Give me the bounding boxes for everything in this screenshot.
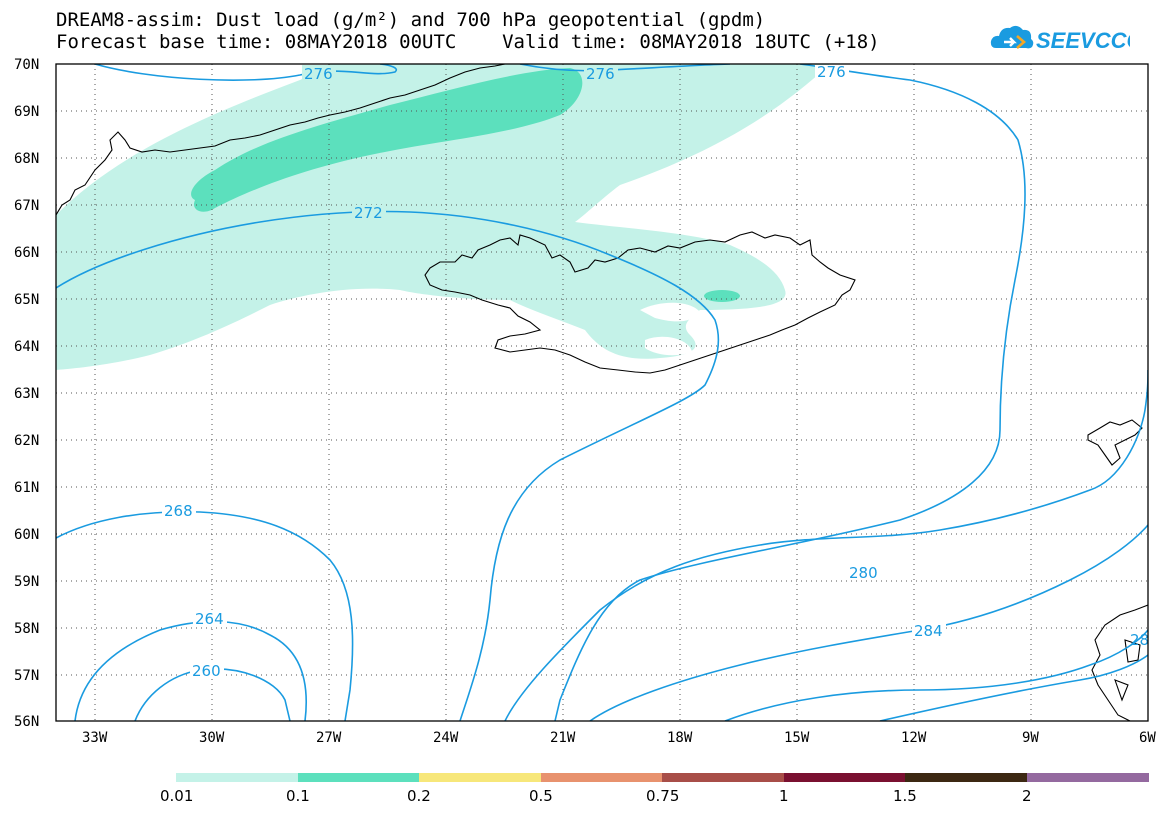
map-frame: [55, 63, 1149, 722]
contour-284: [589, 524, 1148, 721]
lat-label-61n: 61N: [14, 480, 39, 496]
lat-label-64n: 64N: [14, 339, 39, 355]
contour-288b: [879, 654, 1148, 721]
colorbar-swatch-7: [905, 773, 1027, 782]
colorbar: 0.01 0.1 0.2 0.5 0.75 1 1.5 2: [160, 773, 1149, 805]
iceland-coastline: [424, 231, 856, 374]
lat-label-65n: 65N: [14, 292, 39, 308]
contour-label-group: 276 276 276 272 268 264 260 280 284 28: [162, 63, 1149, 680]
scotland-coastline: [1091, 604, 1148, 721]
contour-label-276c: 276: [817, 63, 846, 81]
lon-label-21w: 21W: [550, 730, 576, 746]
lon-label-15w: 15W: [784, 730, 810, 746]
contour-288: [724, 629, 1148, 721]
colorbar-swatch-3: [419, 773, 541, 782]
colorbar-label-1: 1: [779, 787, 789, 805]
logo-text: SEEVCCC: [1036, 28, 1130, 53]
colorbar-label-05: 0.5: [529, 787, 553, 805]
contour-280: [504, 369, 1148, 721]
faroe-coastline: [1087, 419, 1143, 466]
lat-label-63n: 63N: [14, 386, 39, 402]
colorbar-label-02: 0.2: [407, 787, 431, 805]
lat-label-58n: 58N: [14, 621, 39, 637]
contour-label-280: 280: [849, 564, 878, 582]
dust-shading: [56, 64, 830, 370]
contour-label-276b: 276: [586, 65, 615, 83]
colorbar-swatch-5: [662, 773, 784, 782]
contour-276-right: [554, 64, 1026, 721]
lat-label-62n: 62N: [14, 433, 39, 449]
lon-label-30w: 30W: [199, 730, 225, 746]
lon-label-27w: 27W: [316, 730, 342, 746]
lat-label-56n: 56N: [14, 714, 39, 730]
colorbar-swatch-4: [541, 773, 662, 782]
contour-label-276a: 276: [304, 65, 333, 83]
lon-label-33w: 33W: [82, 730, 108, 746]
contour-label-268: 268: [164, 502, 193, 520]
lat-label-66n: 66N: [14, 245, 39, 261]
dust-area-01-03: [704, 290, 740, 302]
geopotential-contours: [56, 64, 1148, 721]
colorbar-swatch-8: [1027, 773, 1149, 782]
colorbar-label-15: 1.5: [893, 787, 917, 805]
contour-label-284: 284: [914, 622, 943, 640]
contour-272: [56, 210, 720, 721]
lon-label-24w: 24W: [433, 730, 459, 746]
colorbar-label-2: 2: [1022, 787, 1032, 805]
title-line-1: DREAM8-assim: Dust load (g/m²) and 700 h…: [56, 9, 766, 31]
colorbar-swatch-6: [784, 773, 905, 782]
colorbar-swatch-1: [176, 773, 298, 782]
lat-label-57n: 57N: [14, 668, 39, 684]
dust-area-001-01: [56, 64, 830, 370]
cloud-logo-icon: [990, 25, 1034, 49]
colorbar-label-001: 0.01: [160, 787, 193, 805]
seevccc-logo: SEEVCCC: [990, 25, 1130, 53]
contour-268: [56, 510, 354, 721]
contour-label-260: 260: [192, 662, 221, 680]
lat-label-69n: 69N: [14, 104, 39, 120]
contour-label-28: 28: [1130, 631, 1149, 649]
lon-label-6w: 6W: [1139, 730, 1156, 746]
latitude-axis: 70N 69N 68N 67N 66N 65N 64N 63N 62N 61N …: [14, 57, 39, 730]
lon-label-9w: 9W: [1022, 730, 1039, 746]
lat-label-70n: 70N: [14, 57, 39, 73]
lat-label-60n: 60N: [14, 527, 39, 543]
lat-label-67n: 67N: [14, 198, 39, 214]
contour-label-272: 272: [354, 204, 383, 222]
dust-area-01-02: [191, 68, 583, 212]
greenland-coastline: [56, 64, 506, 216]
colorbar-label-075: 0.75: [646, 787, 679, 805]
contour-label-264: 264: [195, 610, 224, 628]
lat-label-68n: 68N: [14, 151, 39, 167]
lon-label-18w: 18W: [667, 730, 693, 746]
colorbar-swatch-2: [298, 773, 419, 782]
title-line-2: Forecast base time: 08MAY2018 00UTC Vali…: [56, 31, 880, 53]
longitude-axis: 33W 30W 27W 24W 21W 18W 15W 12W 9W 6W: [82, 730, 1156, 746]
lon-label-12w: 12W: [901, 730, 927, 746]
colorbar-label-01: 0.1: [286, 787, 310, 805]
lat-label-59n: 59N: [14, 574, 39, 590]
